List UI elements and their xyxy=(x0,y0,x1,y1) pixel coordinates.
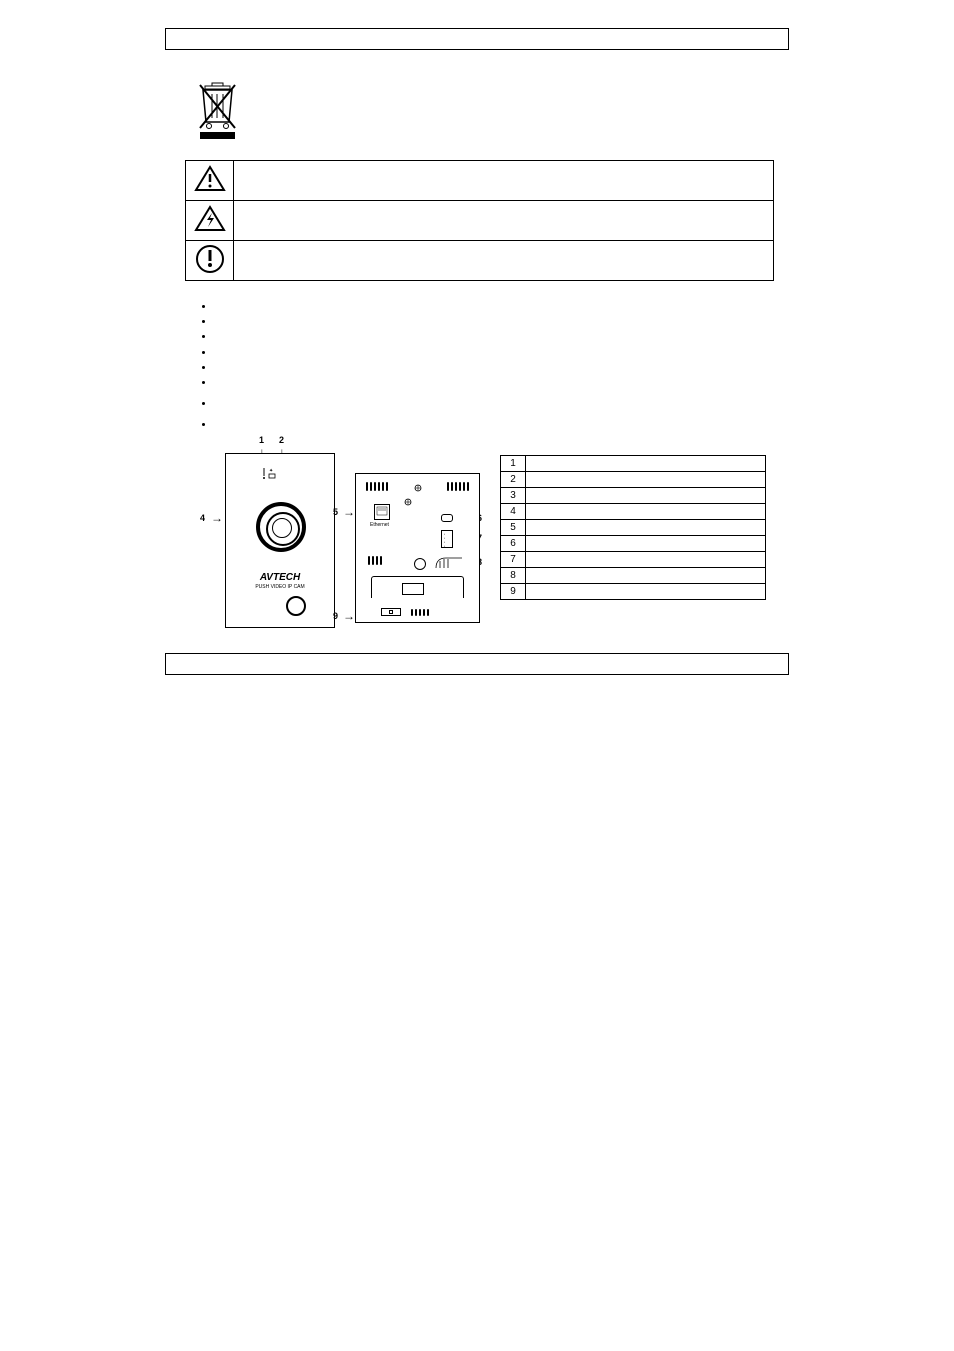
list-item xyxy=(215,377,789,390)
warning-triangle-icon xyxy=(186,161,234,201)
callout-9: 9 xyxy=(333,611,338,621)
ref-num: 4 xyxy=(501,503,526,519)
arrow-right-icon: → xyxy=(343,505,355,519)
ref-num: 2 xyxy=(501,471,526,487)
list-item xyxy=(215,331,789,344)
header-box xyxy=(165,28,789,50)
caution-circle-icon xyxy=(186,241,234,281)
electric-desc xyxy=(234,201,774,241)
ref-num: 6 xyxy=(501,535,526,551)
back-view-figure: 5 → ← 6 ← 7 ← 8 9 → Ethernet xyxy=(355,473,480,623)
device-diagram-row: 1 ↓ 2 ↓ 4 → ← 3 ✦ AVTECH PUSH VIDEO IP C… xyxy=(205,453,789,628)
section-divider xyxy=(165,653,789,675)
ref-desc xyxy=(526,583,766,599)
electric-triangle-icon xyxy=(186,201,234,241)
svg-text:✦: ✦ xyxy=(269,468,273,474)
ref-num: 1 xyxy=(501,455,526,471)
vent-icon xyxy=(434,556,464,570)
feature-bullet-list xyxy=(215,301,789,433)
list-item xyxy=(215,347,789,360)
vent-icon xyxy=(366,482,469,492)
ref-num: 5 xyxy=(501,519,526,535)
camera-lens-icon xyxy=(256,502,306,552)
mic-led-icon: ✦ xyxy=(261,466,281,482)
ref-num: 3 xyxy=(501,487,526,503)
list-item xyxy=(215,362,789,375)
ref-desc xyxy=(526,519,766,535)
arrow-right-icon: → xyxy=(343,609,355,623)
ref-desc xyxy=(526,567,766,583)
list-item xyxy=(215,398,789,411)
ref-num: 7 xyxy=(501,551,526,567)
brand-subtitle: PUSH VIDEO IP CAM xyxy=(226,584,334,590)
list-item xyxy=(215,316,789,329)
callout-1: 1 xyxy=(259,435,264,445)
brand-label: AVTECH xyxy=(226,572,334,583)
callout-4: 4 xyxy=(200,513,205,523)
warning-desc xyxy=(234,161,774,201)
caution-desc xyxy=(234,241,774,281)
speaker-icon xyxy=(286,596,306,616)
front-view-figure: 1 ↓ 2 ↓ 4 → ← 3 ✦ AVTECH PUSH VIDEO IP C… xyxy=(225,453,335,628)
list-item xyxy=(215,301,789,314)
callout-5: 5 xyxy=(333,507,338,517)
ref-desc xyxy=(526,487,766,503)
ref-num: 9 xyxy=(501,583,526,599)
arrow-right-icon: → xyxy=(211,511,223,525)
list-item xyxy=(215,419,789,432)
reference-table: 1 2 3 4 5 6 7 8 9 xyxy=(500,455,766,600)
ref-desc xyxy=(526,535,766,551)
warning-symbol-table xyxy=(185,160,774,281)
io-port-icon xyxy=(441,530,453,548)
ethernet-label: Ethernet xyxy=(370,522,389,528)
ethernet-port-icon xyxy=(374,504,390,520)
ref-desc xyxy=(526,471,766,487)
ref-desc xyxy=(526,455,766,471)
ref-num: 8 xyxy=(501,567,526,583)
vent-icon xyxy=(368,556,382,565)
power-port-icon xyxy=(414,558,426,570)
sd-slot-icon xyxy=(381,608,401,616)
vent-icon xyxy=(411,609,429,616)
ref-desc xyxy=(526,551,766,567)
weee-disposal-icon xyxy=(195,80,240,140)
middle-section xyxy=(371,576,464,598)
ref-desc xyxy=(526,503,766,519)
callout-2: 2 xyxy=(279,435,284,445)
reset-button-icon xyxy=(441,514,453,522)
